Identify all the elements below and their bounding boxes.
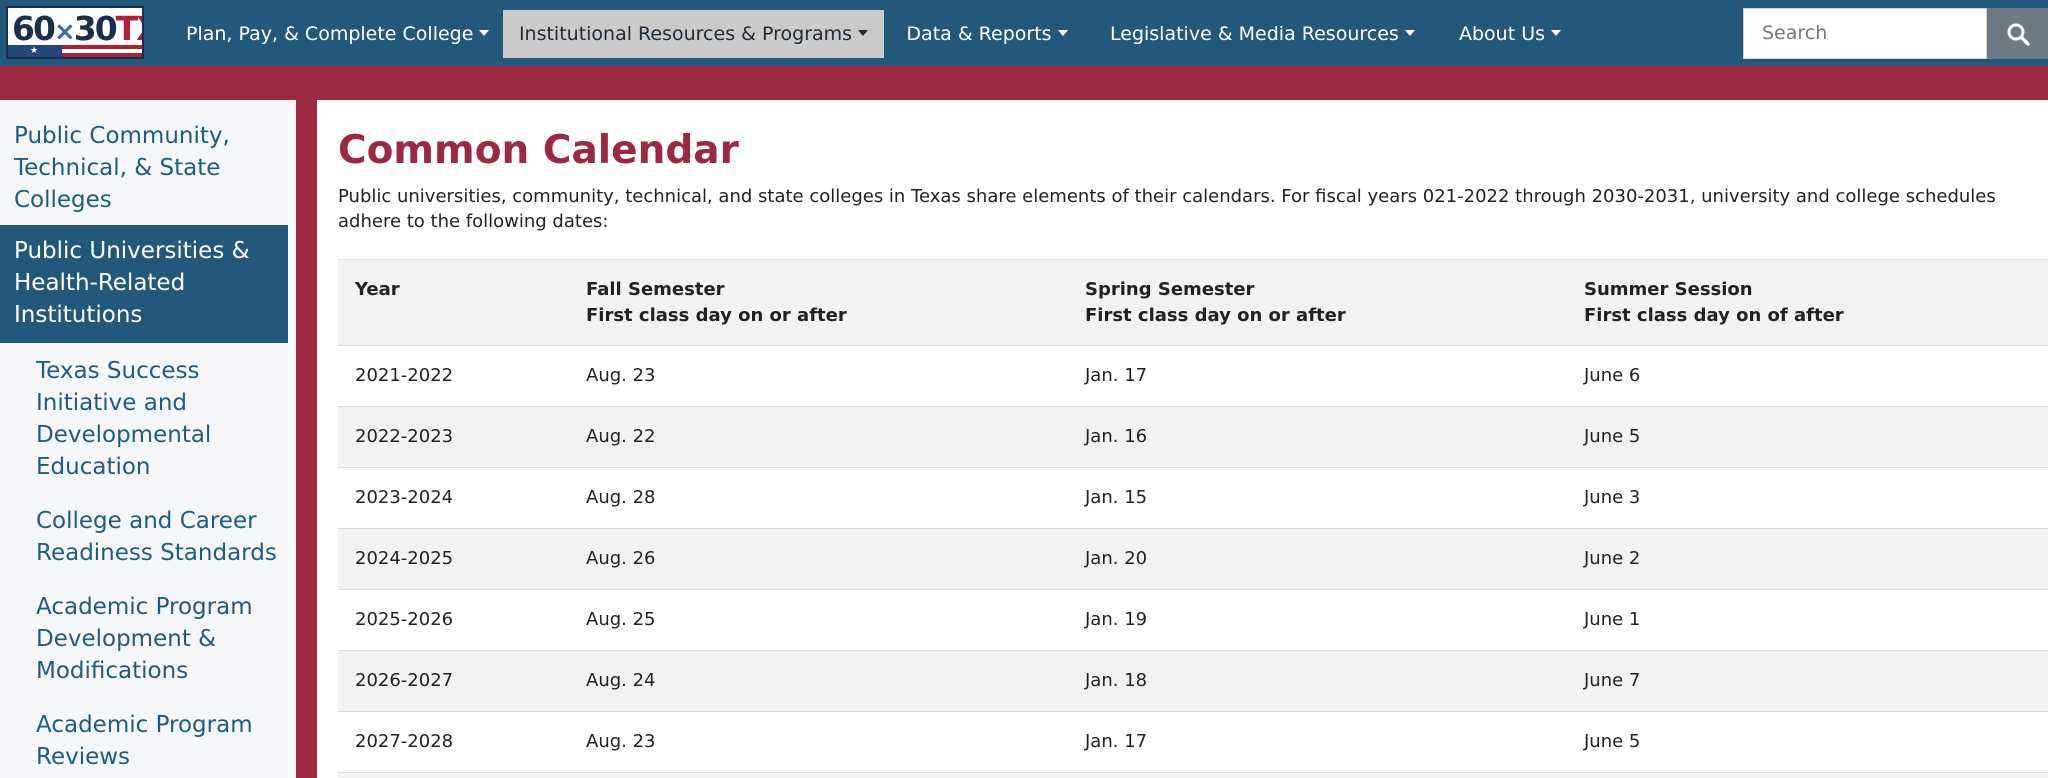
- caret-down-icon: [479, 29, 490, 36]
- cell-fall: Aug. 24: [586, 670, 656, 691]
- nav-data-reports[interactable]: Data & Reports: [904, 10, 1070, 58]
- cell-spring: Jan. 20: [1085, 548, 1148, 569]
- cell-year: 2021-2022: [355, 365, 454, 386]
- cell-spring: Jan. 18: [1085, 670, 1148, 691]
- cell-fall: Aug. 28: [586, 487, 656, 508]
- sidebar-item-program-reviews[interactable]: Academic Program Reviews: [36, 712, 253, 770]
- cell-fall: Aug. 25: [586, 609, 656, 630]
- nav-institutional-resources[interactable]: Institutional Resources & Programs: [503, 10, 884, 58]
- cell-summer: June 7: [1584, 670, 1641, 691]
- cell-fall: Aug. 22: [586, 426, 656, 447]
- caret-down-icon: [1551, 29, 1562, 36]
- main-content: Common Calendar Public universities, com…: [317, 100, 2048, 778]
- sidebar-item-tsi-developmental[interactable]: Texas Success Initiative and Development…: [36, 358, 212, 480]
- table-row: 2027-2028 Aug. 23 Jan. 17 June 5: [338, 712, 2048, 773]
- table-row: 2025-2026 Aug. 25 Jan. 19 June 1: [338, 590, 2048, 651]
- calendar-table: Year Fall Semester First class day on or …: [338, 259, 2048, 778]
- cell-year: 2027-2028: [355, 731, 454, 752]
- logo-text: 60×30TX: [12, 9, 142, 48]
- cell-summer: June 2: [1584, 548, 1641, 569]
- top-navbar: 60×30TX Plan, Pay, & Complete College In…: [0, 0, 2048, 66]
- nav-about-us[interactable]: About Us: [1450, 10, 1570, 58]
- cell-fall: Aug. 26: [586, 548, 656, 569]
- cell-spring: Jan. 16: [1085, 426, 1148, 447]
- cell-spring: Jan. 15: [1085, 487, 1148, 508]
- column-header-year: Year: [355, 279, 400, 300]
- cell-summer: June 5: [1584, 731, 1641, 752]
- cell-fall: Aug. 23: [586, 731, 656, 752]
- page-title: Common Calendar: [338, 128, 739, 173]
- intro-paragraph: Public universities, community, technica…: [338, 186, 1996, 232]
- nav-plan-pay-complete[interactable]: Plan, Pay, & Complete College: [186, 10, 490, 58]
- table-row-partial: [338, 773, 2048, 778]
- cell-year: 2026-2027: [355, 670, 454, 691]
- column-header-fall: Fall Semester First class day on or after: [586, 279, 847, 326]
- table-row: 2021-2022 Aug. 23 Jan. 17 June 6: [338, 346, 2048, 407]
- cell-spring: Jan. 17: [1085, 731, 1148, 752]
- cell-year: 2024-2025: [355, 548, 454, 569]
- cell-summer: June 6: [1584, 365, 1641, 386]
- table-row: 2024-2025 Aug. 26 Jan. 20 June 2: [338, 529, 2048, 590]
- sidebar-item-public-universities[interactable]: Public Universities & Health-Related Ins…: [0, 225, 288, 343]
- cell-summer: June 5: [1584, 426, 1641, 447]
- cell-year: 2023-2024: [355, 487, 454, 508]
- table-header-row: Year Fall Semester First class day on or …: [338, 259, 2048, 346]
- cell-year: 2025-2026: [355, 609, 454, 630]
- column-header-spring: Spring Semester First class day on or aft…: [1085, 279, 1346, 326]
- table-row: 2022-2023 Aug. 22 Jan. 16 June 5: [338, 407, 2048, 468]
- search-icon: [2007, 23, 2030, 46]
- table-row: 2023-2024 Aug. 28 Jan. 15 June 3: [338, 468, 2048, 529]
- cell-spring: Jan. 17: [1085, 365, 1148, 386]
- logo-flag-graphic: [8, 45, 142, 57]
- sidebar-nav: Public Community, Technical, & State Col…: [0, 100, 296, 778]
- site-logo[interactable]: 60×30TX: [6, 6, 144, 59]
- caret-down-icon: [858, 29, 869, 36]
- cell-summer: June 1: [1584, 609, 1641, 630]
- column-header-summer: Summer Session First class day on of afte…: [1584, 279, 1844, 326]
- nav-legislative-media[interactable]: Legislative & Media Resources: [1110, 10, 1415, 58]
- search-input[interactable]: Search: [1743, 8, 1987, 59]
- sidebar-item-ccr-standards[interactable]: College and Career Readiness Standards: [36, 508, 277, 566]
- table-row: 2026-2027 Aug. 24 Jan. 18 June 7: [338, 651, 2048, 712]
- caret-down-icon: [1404, 29, 1415, 36]
- cell-summer: June 3: [1584, 487, 1641, 508]
- cell-year: 2022-2023: [355, 426, 454, 447]
- caret-down-icon: [1057, 29, 1068, 36]
- search-button[interactable]: [1987, 8, 2048, 59]
- cell-spring: Jan. 19: [1085, 609, 1148, 630]
- sidebar-item-community-colleges[interactable]: Public Community, Technical, & State Col…: [14, 123, 230, 213]
- sidebar-item-program-development[interactable]: Academic Program Development & Modificat…: [36, 594, 253, 684]
- cell-fall: Aug. 23: [586, 365, 656, 386]
